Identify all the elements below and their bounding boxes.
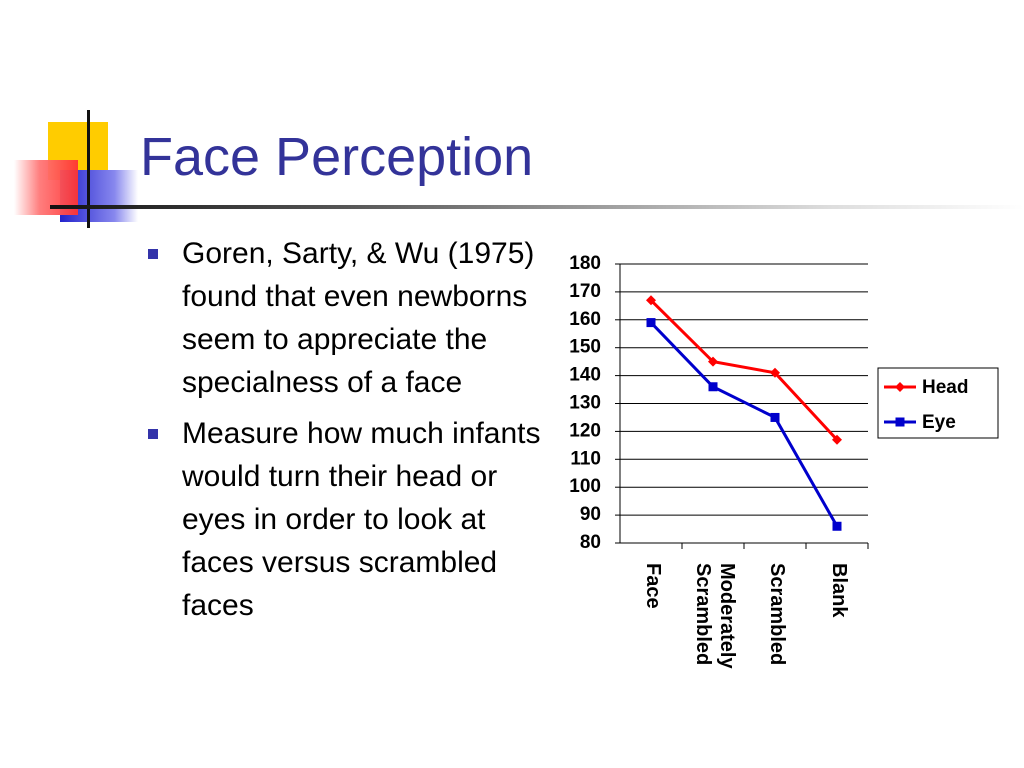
y-tick-label: 130 [569, 393, 601, 414]
bullet: Goren, Sarty, & Wu (1975) found that eve… [148, 232, 544, 404]
data-point [646, 318, 656, 328]
x-tick-label: Moderately Scrambled [692, 563, 738, 669]
bullet: Measure how much infants would turn thei… [148, 412, 544, 627]
series-line [649, 299, 839, 441]
deco-vline [87, 110, 90, 228]
legend-marker [895, 382, 905, 392]
data-point [832, 521, 842, 531]
slide-title: Face Perception [140, 127, 534, 187]
x-tick-label: Face [642, 563, 664, 609]
y-tick-label: 110 [570, 448, 601, 469]
deco-hline [50, 205, 1024, 209]
data-point [770, 412, 780, 422]
bullet-text: Measure how much infants would turn thei… [182, 417, 541, 622]
data-point [770, 367, 780, 378]
data-point [646, 295, 656, 306]
x-tick-label: Scrambled [766, 563, 788, 666]
bullet-text: Goren, Sarty, & Wu (1975) found that eve… [182, 237, 535, 399]
bullet-list: Goren, Sarty, & Wu (1975) found that eve… [148, 232, 543, 635]
data-point [832, 434, 842, 445]
data-point [708, 382, 718, 392]
y-tick-label: 170 [569, 281, 601, 302]
y-tick-label: 80 [580, 532, 601, 553]
legend-marker [895, 417, 905, 427]
y-tick-label: 140 [569, 365, 601, 386]
y-tick-label: 120 [569, 420, 601, 441]
y-tick-label: 90 [580, 504, 601, 525]
legend-label: Eye [922, 412, 956, 433]
series-line [649, 321, 839, 528]
y-tick-label: 160 [569, 309, 601, 330]
x-tick-label: Blank [828, 563, 850, 618]
y-tick-label: 180 [569, 253, 601, 274]
y-tick-label: 150 [569, 337, 601, 358]
data-point [708, 356, 718, 367]
y-tick-label: 100 [569, 476, 601, 497]
legend-label: Head [922, 377, 968, 398]
